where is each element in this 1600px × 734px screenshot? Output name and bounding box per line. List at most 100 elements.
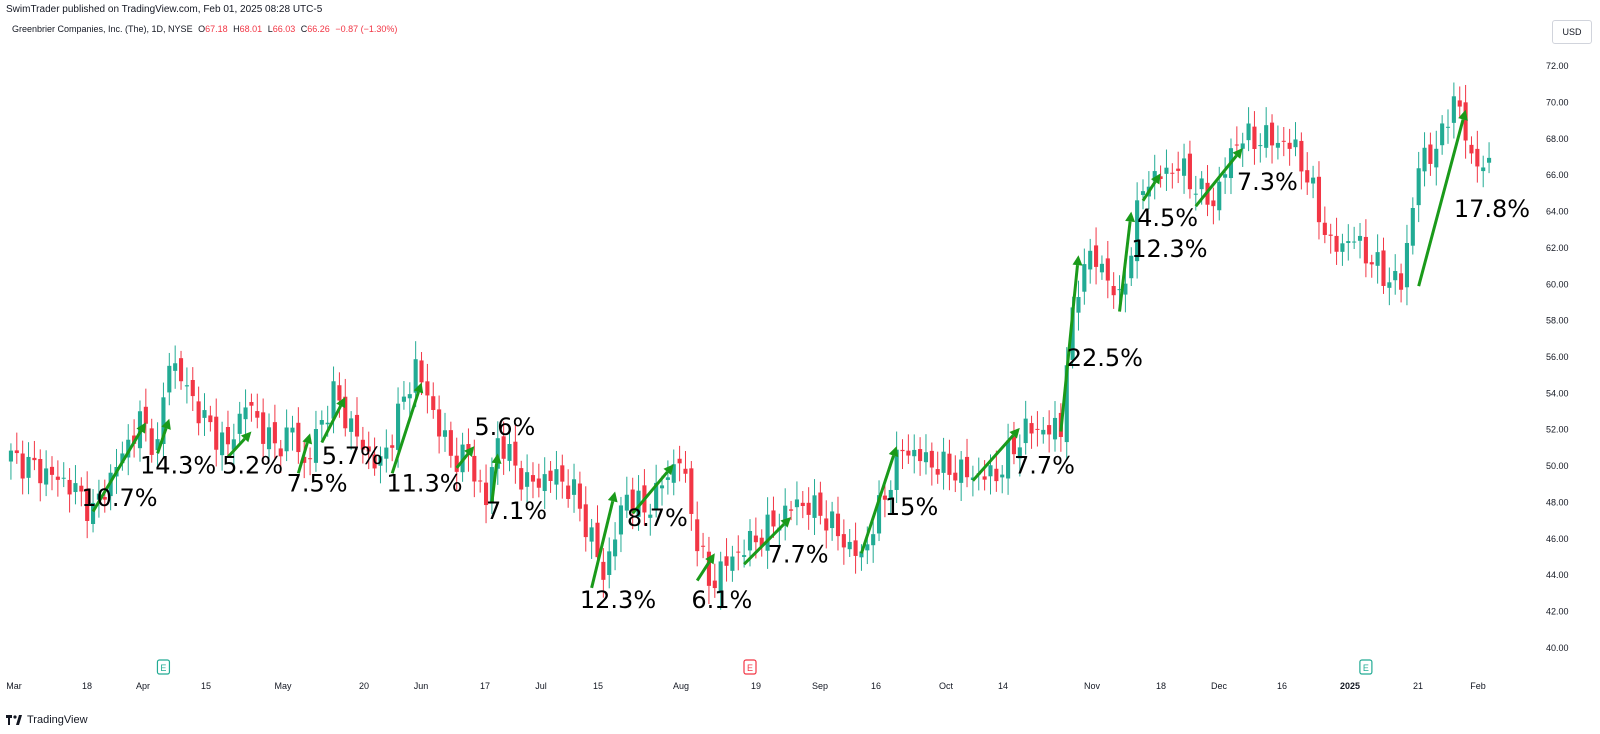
candle-body bbox=[636, 490, 641, 517]
close-label: C bbox=[300, 24, 308, 34]
x-tick-label: May bbox=[274, 681, 292, 691]
candle-body bbox=[278, 448, 283, 457]
candle-body bbox=[1393, 271, 1398, 281]
candle-body bbox=[1422, 147, 1427, 172]
candle-body bbox=[419, 360, 424, 383]
candle-body bbox=[783, 505, 788, 524]
change-value: −0.87 (−1.30%) bbox=[335, 24, 398, 34]
high-value: 68.01 bbox=[239, 24, 263, 34]
candle-body bbox=[1281, 140, 1286, 142]
candle-body bbox=[1088, 250, 1093, 270]
candle-body bbox=[918, 449, 923, 462]
candle-body bbox=[167, 365, 172, 393]
arrow-head bbox=[464, 446, 475, 457]
candle-body bbox=[220, 432, 225, 456]
candle-body bbox=[407, 394, 412, 399]
trend-arrow bbox=[320, 405, 343, 444]
candle-body bbox=[1322, 222, 1327, 235]
candle-body bbox=[401, 396, 406, 402]
candle-body bbox=[8, 450, 13, 462]
candle-body bbox=[1170, 172, 1175, 174]
candle-body bbox=[701, 545, 706, 547]
x-tick-label: 21 bbox=[1413, 681, 1423, 691]
y-tick-label: 42.00 bbox=[1546, 606, 1569, 616]
candle-body bbox=[1316, 176, 1322, 223]
high-label: H bbox=[233, 24, 240, 34]
trend-arrow bbox=[490, 463, 499, 503]
candle-body bbox=[1094, 245, 1099, 267]
candle-body bbox=[935, 469, 940, 475]
y-tick-label: 58.00 bbox=[1546, 316, 1569, 326]
candle-body bbox=[49, 466, 55, 475]
x-tick-label: 14 bbox=[998, 681, 1008, 691]
open-value: 67.18 bbox=[205, 24, 228, 34]
trend-arrow bbox=[695, 560, 711, 582]
symbol-name[interactable]: Greenbrier Companies, Inc. (The), 1D, NY… bbox=[12, 24, 193, 34]
candle-body bbox=[1264, 125, 1269, 148]
candle-body bbox=[1006, 440, 1011, 479]
trend-arrow bbox=[91, 430, 143, 513]
candle-body bbox=[384, 447, 389, 459]
price-axis[interactable]: 40.00 42.00 44.00 46.00 48.00 50.00 52.00 54.00… bbox=[1546, 61, 1569, 653]
candle-body bbox=[718, 561, 723, 594]
candle-body bbox=[1410, 207, 1415, 246]
low-value: 66.03 bbox=[272, 24, 296, 34]
candle-body bbox=[1311, 177, 1316, 184]
candle-body bbox=[530, 475, 536, 482]
earnings-icon bbox=[1359, 659, 1373, 675]
time-axis[interactable]: Mar 18 Apr 15 May 20 Jun 17 Jul 15 Aug 19 Sep 16 Oct 14… bbox=[6, 681, 1486, 691]
candle-body bbox=[38, 458, 43, 484]
arrow-head bbox=[240, 431, 252, 443]
arrow-head bbox=[1232, 147, 1243, 159]
candle-body bbox=[390, 445, 395, 448]
percent-label: 12.3% bbox=[580, 586, 656, 614]
y-tick-label: 64.00 bbox=[1546, 207, 1569, 217]
candle-body bbox=[360, 439, 365, 450]
candle-body bbox=[454, 455, 459, 472]
x-tick-label: 16 bbox=[871, 681, 881, 691]
candle-body bbox=[1275, 142, 1280, 148]
candle-body bbox=[442, 430, 448, 437]
events-layer: EEEE⚡ bbox=[156, 659, 1373, 675]
x-tick-label: Oct bbox=[939, 681, 954, 691]
candle-body bbox=[789, 509, 794, 511]
candle-body bbox=[1240, 143, 1245, 149]
candle-body bbox=[302, 456, 307, 463]
candle-body bbox=[1305, 170, 1310, 183]
candle-body bbox=[478, 480, 483, 482]
candle-body bbox=[413, 359, 418, 393]
percent-label: 7.3% bbox=[1237, 168, 1298, 196]
candle-body bbox=[818, 492, 823, 516]
candle-body bbox=[448, 430, 453, 456]
candle-body bbox=[830, 511, 835, 529]
candle-body bbox=[1047, 425, 1052, 435]
candle-body bbox=[255, 411, 260, 418]
candle-body bbox=[308, 458, 313, 460]
candle-body bbox=[501, 436, 506, 459]
candle-body bbox=[519, 468, 524, 490]
candle-body bbox=[313, 429, 318, 463]
y-tick-label: 66.00 bbox=[1546, 170, 1569, 180]
trend-arrow bbox=[971, 434, 1015, 482]
candle-body bbox=[231, 439, 236, 450]
x-tick-label: Feb bbox=[1470, 681, 1486, 691]
candle-body bbox=[1064, 365, 1069, 443]
candle-body bbox=[1000, 474, 1005, 478]
candle-body bbox=[1111, 286, 1116, 296]
candle-body bbox=[1070, 307, 1075, 361]
candle-body bbox=[929, 450, 934, 468]
candle-body bbox=[173, 363, 178, 371]
currency-button[interactable]: USD bbox=[1552, 20, 1592, 44]
symbol-legend: Greenbrier Companies, Inc. (The), 1D, NY… bbox=[12, 24, 397, 34]
candle-body bbox=[689, 468, 694, 514]
arrow-head bbox=[663, 464, 674, 476]
candle-body bbox=[73, 483, 78, 493]
candle-body bbox=[225, 427, 231, 445]
candle-body bbox=[1475, 148, 1480, 167]
candle-body bbox=[349, 418, 354, 432]
candle-body bbox=[548, 470, 553, 481]
footer-brand[interactable]: TradingView bbox=[6, 714, 88, 726]
candle-body bbox=[882, 495, 887, 500]
candle-body bbox=[994, 468, 999, 482]
